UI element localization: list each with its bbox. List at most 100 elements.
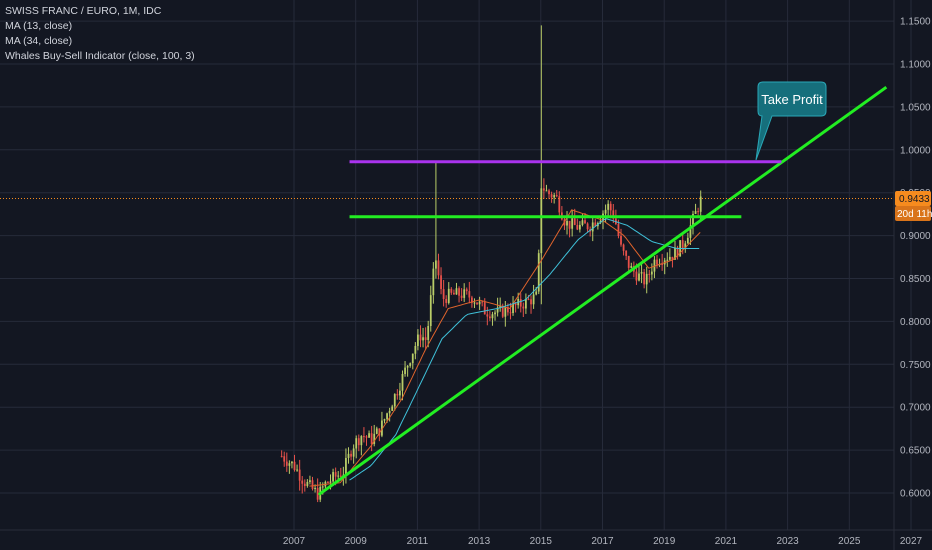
candle-body [576,224,579,230]
candle-body [638,273,640,281]
candle-body [327,481,329,483]
candle-body [566,220,568,226]
candle-body [519,298,522,307]
candle-body [645,273,648,285]
candle-body [550,194,553,198]
candle-body [671,256,674,260]
candle-body [668,256,671,260]
candle-body [365,436,368,438]
candle-body [620,236,622,245]
callout-bubble [755,81,827,161]
candle-body [653,259,656,272]
candle-body [285,461,288,466]
candle-body [445,299,448,303]
candle-body [334,472,337,477]
candle-body [506,307,509,313]
x-tick-label: 2025 [838,536,861,547]
x-tick-label: 2007 [283,536,306,547]
candle-body [512,303,514,314]
y-tick-label: 0.6000 [900,489,931,500]
candle-body [640,272,643,274]
candle-body [321,486,324,488]
candle-body [345,457,347,475]
candle-body [393,394,396,407]
indicator-ma34[interactable]: MA (34, close) [5,35,73,47]
candle-body [386,413,388,420]
candle-body [370,433,373,444]
grid-lines [0,0,912,530]
x-tick-label: 2023 [776,536,799,547]
y-tick-label: 0.7500 [900,360,931,371]
candle-body [306,481,309,486]
candle-body [455,288,458,295]
y-tick-label: 1.0000 [900,145,931,156]
candle-body [437,260,440,276]
x-tick-label: 2021 [715,536,738,547]
y-tick-label: 1.0500 [900,102,931,113]
x-tick-label: 2009 [345,536,368,547]
drawings[interactable] [317,85,888,496]
candle-body [332,472,334,482]
support-trendline [317,85,888,496]
candle-body [450,288,453,293]
candle-body [686,237,689,244]
candle-body [635,271,638,281]
y-tick-label: 1.1500 [900,17,931,28]
take-profit-callout[interactable]: Take Profit [755,81,827,161]
candle-body [604,209,607,214]
candle-body [465,289,468,292]
candle-body [476,302,478,305]
countdown-badge [895,205,931,221]
candle-body [458,288,460,296]
candle-body [293,461,296,470]
candle-body [488,316,491,319]
candle-body [378,428,381,436]
candle-body [586,223,589,230]
candle-body [399,390,401,396]
indicator-ma13[interactable]: MA (13, close) [5,20,73,32]
candle-body [463,289,466,298]
candle-body [301,480,304,484]
candle-body [360,436,363,446]
x-tick-label: 2019 [653,536,676,547]
candle-body [337,475,340,477]
candle-body [537,253,540,292]
last-price-value: 0.9433 [899,194,930,205]
candle-body [591,222,594,232]
candle-body [388,410,391,414]
candle-body [309,480,311,482]
indicator-whales[interactable]: Whales Buy-Sell Indicator (close, 100, 3… [5,50,195,62]
candle-body [419,334,422,341]
candle-body [584,220,586,224]
time-axis[interactable]: 2007 2009 2011 2013 2015 2017 2019 2021 2023 2025… [0,529,932,547]
candle-body [298,469,301,481]
y-tick-label: 0.8500 [900,274,931,285]
candle-body [530,299,532,305]
candle-body [401,373,404,391]
candle-body [350,453,352,457]
candle-body [504,307,507,317]
candle-body [509,312,512,314]
candle-body [283,456,286,462]
candle-body [396,394,399,396]
ma34-line [349,218,700,481]
candle-body [411,353,414,364]
candle-body [689,225,692,238]
candle-body [481,301,484,303]
candle-body [535,291,538,295]
candle-body [311,480,314,489]
moving-averages [309,209,701,487]
candle-body [699,196,702,212]
price-axis[interactable]: 1.15001.10001.05001.00000.95000.90000.85… [893,0,931,550]
candle-body [581,220,584,225]
candle-body [432,268,435,296]
candle-body [594,222,597,227]
candle-body [291,461,293,464]
candle-body [630,266,633,268]
candle-body [442,289,445,300]
candle-body [527,298,530,300]
candle-body [414,345,417,354]
x-tick-label: 2017 [591,536,614,547]
candle-body [609,203,612,211]
